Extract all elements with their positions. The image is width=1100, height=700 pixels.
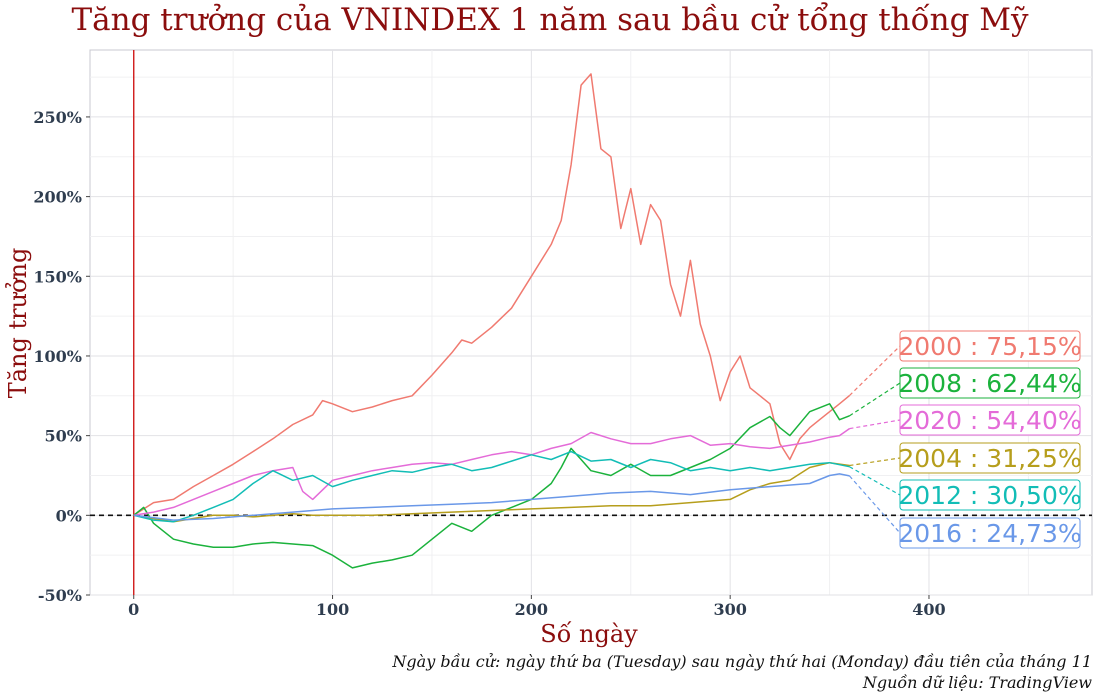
label-leader-2012: [849, 466, 901, 496]
label-box-2016: [899, 517, 1081, 549]
x-axis-label: Số ngày: [540, 620, 638, 648]
series-label-2012: 2012 : 30,50%: [898, 481, 1081, 510]
y-tick-label: 0%: [56, 506, 82, 525]
series-label-2016: 2016 : 24,73%: [898, 519, 1081, 548]
label-box-2020: [899, 404, 1081, 436]
x-tick-label: 400: [912, 600, 945, 619]
series-label-2000: 2000 : 75,15%: [898, 332, 1081, 361]
label-leader-2004: [849, 457, 901, 467]
y-tick-label: 250%: [33, 108, 82, 127]
label-leader-2000: [849, 345, 901, 396]
caption-election-day: Ngày bầu cử: ngày thứ ba (Tuesday) sau n…: [392, 652, 1092, 671]
plot-border: [89, 49, 1093, 596]
axes: -50% 0% 50% 100% 150% 200% 250% 0 100 200 300 400: [33, 108, 945, 619]
series-lines: [133, 73, 850, 569]
label-box-2004: [899, 442, 1081, 474]
y-tick-label: -50%: [38, 586, 82, 605]
label-leader-2016: [849, 475, 901, 534]
x-tick-label: 200: [515, 600, 548, 619]
series-line-2000: [133, 73, 850, 516]
series-labels: 2000 : 75,15% 2008 : 62,44% 2020 : 54,40% 2…: [849, 330, 1082, 549]
caption-source: Nguồn dữ liệu: TradingView: [862, 673, 1092, 692]
y-tick-label: 150%: [33, 267, 82, 286]
y-tick-label: 50%: [45, 427, 82, 446]
y-axis-label: Tăng trưởng: [4, 248, 32, 399]
series-label-2020: 2020 : 54,40%: [898, 406, 1081, 435]
series-line-2008: [133, 403, 850, 569]
x-tick-label: 0: [128, 600, 139, 619]
series-line-2012: [133, 450, 850, 523]
label-leader-2020: [849, 419, 901, 430]
label-leader-2008: [849, 382, 901, 417]
plot-area: [89, 49, 1093, 596]
series-label-2004: 2004 : 31,25%: [898, 444, 1081, 473]
series-line-2020: [133, 427, 850, 517]
label-box-2000: [899, 330, 1081, 362]
label-box-2008: [899, 367, 1081, 399]
series-line-2016: [133, 473, 850, 521]
y-tick-label: 200%: [33, 188, 82, 207]
x-tick-label: 100: [316, 600, 349, 619]
label-box-2012: [899, 479, 1081, 511]
y-tick-label: 100%: [33, 347, 82, 366]
chart-title: Tăng trưởng của VNINDEX 1 năm sau bầu cử…: [71, 2, 1029, 38]
series-line-2004: [133, 461, 850, 523]
x-tick-label: 300: [713, 600, 746, 619]
series-label-2008: 2008 : 62,44%: [898, 369, 1081, 398]
